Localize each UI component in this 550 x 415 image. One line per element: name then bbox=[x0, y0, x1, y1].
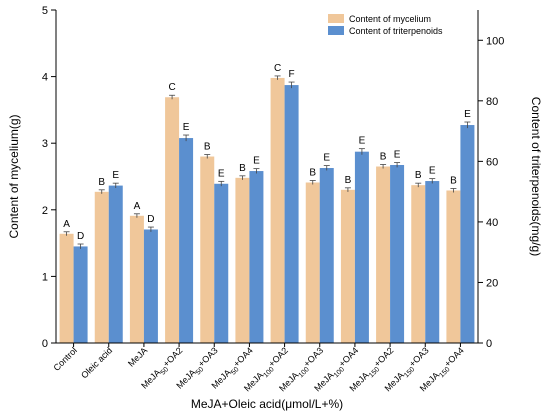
bar-triterpenoids-6 bbox=[284, 85, 299, 344]
significance-letter-triterpenoids-7: E bbox=[323, 153, 330, 164]
bar-triterpenoids-4 bbox=[214, 183, 229, 343]
bar-mycelium-5 bbox=[235, 177, 250, 343]
significance-letter-triterpenoids-10: E bbox=[429, 166, 436, 177]
y-left-tick-label-0: 0 bbox=[42, 338, 48, 350]
significance-letter-mycelium-3: C bbox=[168, 82, 175, 93]
significance-letter-triterpenoids-4: E bbox=[218, 168, 225, 179]
bar-mycelium-4 bbox=[200, 156, 215, 343]
significance-letter-mycelium-8: B bbox=[345, 175, 352, 186]
bar-mycelium-7 bbox=[305, 182, 320, 343]
bar-mycelium-11 bbox=[446, 190, 461, 343]
significance-letter-triterpenoids-2: D bbox=[147, 214, 154, 225]
significance-letter-mycelium-1: B bbox=[98, 177, 105, 188]
y-right-tick-label-2: 40 bbox=[486, 217, 498, 229]
x-tick-label-0: Control bbox=[51, 345, 79, 373]
x-tick-label-1: Oleic acid bbox=[79, 345, 114, 380]
bar-triterpenoids-2 bbox=[143, 229, 158, 343]
bar-mycelium-2 bbox=[129, 215, 144, 343]
bar-triterpenoids-10 bbox=[425, 181, 440, 343]
bar-mycelium-9 bbox=[376, 166, 391, 343]
significance-letter-mycelium-11: B bbox=[450, 175, 457, 186]
bar-mycelium-0 bbox=[59, 233, 74, 343]
significance-letter-triterpenoids-0: D bbox=[77, 231, 84, 242]
y-right-tick-label-1: 20 bbox=[486, 277, 498, 289]
y-left-tick-label-1: 1 bbox=[42, 271, 48, 283]
bar-mycelium-3 bbox=[165, 97, 180, 343]
significance-letter-mycelium-9: B bbox=[380, 152, 387, 163]
bar-mycelium-10 bbox=[411, 185, 426, 343]
legend-swatch-1 bbox=[328, 26, 344, 35]
y-left-tick-label-2: 2 bbox=[42, 205, 48, 217]
significance-letter-mycelium-6: C bbox=[274, 63, 281, 74]
bar-mycelium-8 bbox=[340, 189, 355, 343]
x-axis-title: MeJA+Oleic acid(μmol/L+%) bbox=[191, 397, 343, 411]
bar-triterpenoids-5 bbox=[249, 171, 264, 343]
legend-label-0: Content of mycelium bbox=[349, 14, 431, 24]
bar-triterpenoids-8 bbox=[354, 151, 369, 343]
legend-label-1: Content of triterpenoids bbox=[349, 26, 443, 36]
significance-letter-triterpenoids-1: E bbox=[112, 170, 119, 181]
significance-letter-mycelium-4: B bbox=[204, 142, 211, 153]
y-left-tick-label-5: 5 bbox=[42, 5, 48, 17]
y-right-tick-label-3: 60 bbox=[486, 156, 498, 168]
y-axis-left-title: Content of mycelium(g) bbox=[7, 114, 21, 238]
significance-letter-mycelium-7: B bbox=[309, 167, 316, 178]
bar-mycelium-6 bbox=[270, 77, 285, 343]
bar-triterpenoids-0 bbox=[73, 246, 88, 343]
y-right-tick-label-4: 80 bbox=[486, 96, 498, 108]
significance-letter-triterpenoids-3: E bbox=[183, 122, 190, 133]
significance-letter-triterpenoids-8: E bbox=[359, 136, 366, 147]
significance-letter-mycelium-10: B bbox=[415, 170, 422, 181]
y-left-tick-label-3: 3 bbox=[42, 138, 48, 150]
bar-triterpenoids-11 bbox=[460, 125, 475, 343]
bar-triterpenoids-7 bbox=[319, 168, 334, 343]
significance-letter-triterpenoids-9: E bbox=[394, 150, 401, 161]
x-tick-label-2: MeJA bbox=[126, 345, 149, 368]
y-right-tick-label-0: 0 bbox=[486, 338, 492, 350]
significance-letter-triterpenoids-6: F bbox=[289, 69, 295, 80]
legend: Content of mycelium Content of triterpeno… bbox=[328, 14, 443, 36]
significance-letter-triterpenoids-5: E bbox=[253, 156, 260, 167]
significance-letter-triterpenoids-11: E bbox=[464, 109, 471, 120]
bar-triterpenoids-1 bbox=[108, 185, 123, 343]
y-right-tick-label-5: 100 bbox=[486, 35, 504, 47]
significance-letter-mycelium-2: A bbox=[134, 201, 141, 212]
legend-swatch-0 bbox=[328, 14, 344, 23]
significance-letter-mycelium-0: A bbox=[63, 219, 70, 230]
plot-bars: A B A C B B C B B B B B D E D E E E F E E E E E bbox=[59, 63, 475, 344]
bar-triterpenoids-9 bbox=[390, 164, 405, 343]
bar-mycelium-1 bbox=[94, 191, 109, 343]
y-left-tick-label-4: 4 bbox=[42, 72, 48, 84]
bar-triterpenoids-3 bbox=[179, 138, 194, 343]
significance-letter-mycelium-5: B bbox=[239, 163, 246, 174]
y-axis-right-title: Content of triterpenoids(mg/g) bbox=[529, 97, 543, 256]
